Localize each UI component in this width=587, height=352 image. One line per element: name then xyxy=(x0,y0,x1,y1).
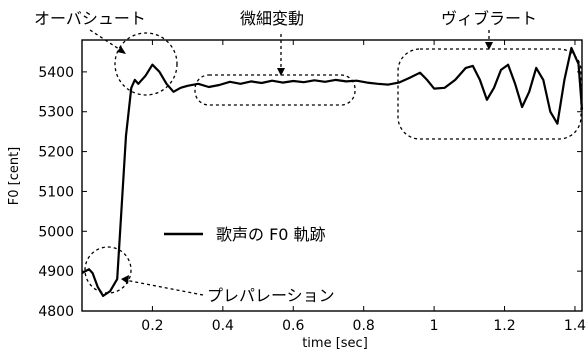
x-axis-label: time [sec] xyxy=(302,336,368,351)
preparation-circle xyxy=(84,246,132,294)
legend: 歌声の F0 軌跡 xyxy=(164,225,326,244)
vibrato-label: ヴィブラート xyxy=(441,9,537,28)
overshoot-arrow xyxy=(89,29,123,52)
annotation-arrowheads xyxy=(117,42,493,284)
x-tick-label: 1.2 xyxy=(493,318,515,334)
y-tick-label: 5200 xyxy=(38,145,74,161)
overshoot-circle xyxy=(114,32,178,96)
x-tick-label: 0.6 xyxy=(282,318,304,334)
y-tick-label: 5400 xyxy=(38,65,74,81)
axis-tick-labels: 0.2 0.4 0.6 0.8 1 1.2 1.4 4800 4900 5000 5100 5200 5… xyxy=(38,65,586,334)
f0-trajectory-line xyxy=(81,46,584,297)
y-tick-label: 5100 xyxy=(38,184,74,200)
x-tick-label: 0.8 xyxy=(353,318,375,334)
y-tick-label: 4900 xyxy=(38,264,74,280)
preparation-label: プレパレーション xyxy=(207,286,335,305)
y-axis-label: F0 [cent] xyxy=(7,147,22,206)
plot-area-frame xyxy=(81,39,583,312)
vibrato-arrowhead xyxy=(485,42,493,50)
vibrato-box xyxy=(397,48,582,140)
overshoot-arrowhead xyxy=(117,46,126,54)
fine-fluctuation-label: 微細変動 xyxy=(240,9,304,28)
y-tick-label: 4800 xyxy=(38,304,74,320)
preparation-arrow xyxy=(124,279,204,296)
fine-fluctuation-box xyxy=(194,74,356,106)
preparation-arrowhead xyxy=(121,275,129,284)
legend-entry-label: 歌声の F0 軌跡 xyxy=(216,225,326,244)
x-tick-label: 1.4 xyxy=(564,318,586,334)
overshoot-label: オーバシュート xyxy=(34,9,146,28)
fine-fluctuation-arrowhead xyxy=(277,68,285,76)
y-tick-label: 5000 xyxy=(38,224,74,240)
y-tick-label: 5300 xyxy=(38,105,74,121)
x-tick-label: 0.4 xyxy=(212,318,234,334)
annotation-shapes xyxy=(84,32,582,294)
x-tick-label: 0.2 xyxy=(141,318,163,334)
x-tick-label: 1 xyxy=(430,318,439,334)
